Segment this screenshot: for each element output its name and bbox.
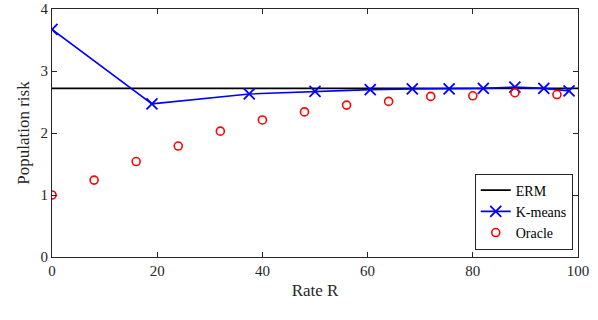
svg-text:20: 20	[150, 263, 165, 279]
svg-text:ERM: ERM	[516, 184, 547, 199]
svg-text:K-means: K-means	[516, 205, 567, 220]
svg-text:2: 2	[41, 125, 49, 141]
svg-text:100: 100	[567, 263, 590, 279]
svg-text:60: 60	[360, 263, 375, 279]
svg-text:0: 0	[41, 249, 49, 265]
svg-text:40: 40	[255, 263, 270, 279]
svg-text:Rate R: Rate R	[292, 281, 339, 300]
svg-text:0: 0	[48, 263, 56, 279]
svg-text:80: 80	[465, 263, 480, 279]
svg-text:4: 4	[41, 1, 49, 17]
svg-text:Population risk: Population risk	[14, 81, 33, 185]
svg-text:Oracle: Oracle	[516, 226, 553, 241]
svg-text:1: 1	[41, 187, 49, 203]
svg-text:3: 3	[41, 63, 49, 79]
